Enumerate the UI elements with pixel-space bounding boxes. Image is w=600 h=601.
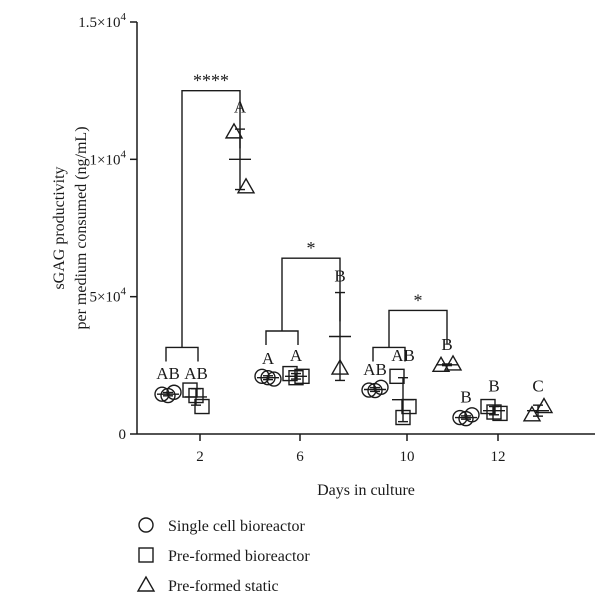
data-point xyxy=(260,369,276,386)
data-point xyxy=(154,386,170,402)
data-point xyxy=(458,410,474,427)
data-point xyxy=(288,369,304,386)
letter-label: AB xyxy=(363,360,387,379)
data-point xyxy=(395,409,411,426)
bracket-base xyxy=(265,330,299,345)
data-point xyxy=(367,382,383,399)
x-tick-label: 10 xyxy=(400,449,415,465)
y-tick-label: 0 xyxy=(119,427,127,443)
significance-brackets: ****** xyxy=(165,71,448,362)
significance-label: * xyxy=(307,238,316,258)
x-tick-label: 6 xyxy=(296,449,304,465)
data-point xyxy=(254,368,270,385)
square-icon xyxy=(138,547,154,563)
data-point xyxy=(361,382,377,398)
data-point xyxy=(294,368,310,385)
letter-label: C xyxy=(532,376,543,395)
y-axis-label: sGAG productivity per medium consumed (n… xyxy=(51,126,90,329)
letter-label: B xyxy=(334,267,345,286)
legend-label: Pre-formed static xyxy=(168,578,279,595)
legend-item: Pre-formed static xyxy=(136,575,279,595)
legend-item: Single cell bioreactor xyxy=(138,517,306,535)
bracket-line xyxy=(181,89,241,348)
data-point xyxy=(534,397,554,414)
letter-label: B xyxy=(441,335,452,354)
x-ticks: 2 6 10 12 xyxy=(196,434,506,465)
data-point xyxy=(492,405,508,422)
data-point xyxy=(194,398,210,415)
y-tick-label: 1×104 xyxy=(90,148,127,168)
y-tick-label: 5×104 xyxy=(90,286,127,306)
legend-label: Single cell bioreactor xyxy=(168,518,306,535)
significance-label: * xyxy=(414,290,423,310)
data-point xyxy=(224,122,244,139)
data-points xyxy=(154,122,554,427)
legend: Single cell bioreactor Pre-formed bioreac… xyxy=(136,517,310,595)
letter-label: AB xyxy=(184,364,208,383)
triangle-icon xyxy=(136,575,156,592)
x-tick-label: 2 xyxy=(196,449,204,465)
significance-label: **** xyxy=(193,71,229,91)
letter-label: A xyxy=(234,98,247,117)
x-tick-label: 12 xyxy=(491,449,506,465)
letter-label: A xyxy=(290,346,303,365)
bracket-base xyxy=(165,346,199,362)
letter-label: AB xyxy=(391,346,415,365)
data-point xyxy=(486,404,502,420)
x-axis-label: Days in culture xyxy=(317,482,415,499)
axes xyxy=(136,22,595,435)
bracket-line xyxy=(281,257,341,331)
circle-icon xyxy=(138,517,154,533)
data-point xyxy=(452,409,468,426)
data-point xyxy=(282,365,298,382)
data-point xyxy=(160,387,176,404)
y-ticks: 0 5×104 1×104 1.5×104 xyxy=(78,11,137,443)
data-point xyxy=(401,398,417,415)
letter-label: B xyxy=(488,376,499,395)
data-point xyxy=(236,177,256,194)
letter-label: B xyxy=(460,387,471,406)
y-tick-label: 1.5×104 xyxy=(78,11,126,31)
legend-item: Pre-formed bioreactor xyxy=(138,547,310,565)
data-point xyxy=(330,358,350,375)
legend-label: Pre-formed bioreactor xyxy=(168,548,310,565)
data-point xyxy=(431,355,451,373)
data-point xyxy=(182,382,198,398)
data-point xyxy=(266,371,282,387)
data-point xyxy=(443,354,463,371)
y-axis-label-line1: sGAG productivity xyxy=(51,166,68,289)
y-axis-label-line2: per medium consumed (ng/mL) xyxy=(73,126,90,329)
data-point xyxy=(389,368,405,385)
data-point xyxy=(188,387,204,404)
letter-label: A xyxy=(262,349,275,368)
data-point xyxy=(522,405,542,422)
bracket-line xyxy=(388,309,448,348)
letter-label: AB xyxy=(156,364,180,383)
